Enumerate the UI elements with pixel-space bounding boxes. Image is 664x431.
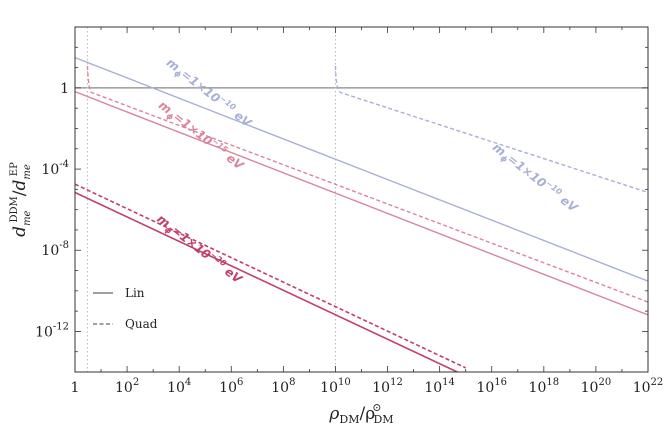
y-axis-ticks: 1 10-4 10-8 10-12 xyxy=(35,26,648,373)
x-tick-label: 102 xyxy=(115,377,139,396)
x-tick-label: 1020 xyxy=(581,377,612,396)
y-tick-label: 10-12 xyxy=(35,321,69,340)
series-lines xyxy=(75,56,648,372)
y-tick-label: 10-4 xyxy=(41,159,69,178)
x-tick-label: 1 xyxy=(71,380,80,396)
x-tick-label: 1022 xyxy=(633,377,664,396)
series-lin-10 xyxy=(75,56,648,282)
y-tick-label: 1 xyxy=(60,81,69,97)
series-lin-15 xyxy=(75,91,648,316)
series-quad-20 xyxy=(75,183,467,369)
legend-label-lin: Lin xyxy=(125,286,145,300)
y-axis-label: dmeDDM/dmeEP xyxy=(9,162,33,237)
legend: Lin Quad xyxy=(93,286,158,331)
x-tick-label: 1018 xyxy=(529,377,560,396)
reference-lines xyxy=(75,27,648,372)
x-tick-label: 1010 xyxy=(320,377,351,396)
x-tick-label: 108 xyxy=(271,377,295,396)
y-tick-label: 10-8 xyxy=(41,240,69,259)
x-tick-label: 106 xyxy=(219,377,243,396)
x-tick-label: 104 xyxy=(167,377,191,396)
x-axis-ticks: 1 102 104 106 108 1010 1012 1014 1016 1018 1020 102… xyxy=(71,27,664,396)
x-tick-label: 1014 xyxy=(424,377,455,396)
x-tick-label: 1016 xyxy=(476,377,507,396)
legend-label-quad: Quad xyxy=(125,317,158,331)
series-quad-10 xyxy=(334,65,648,194)
x-tick-label: 1012 xyxy=(372,377,403,396)
series-lin-20 xyxy=(75,191,460,372)
mass-annotation-4: mϕ=1×10−10 eV xyxy=(489,139,582,217)
x-axis-label: ρDM/ρ⊙ DM xyxy=(328,401,393,426)
mass-annotation-3: mϕ=1×10−20 eV xyxy=(153,211,246,289)
series-quad-15 xyxy=(86,65,648,303)
